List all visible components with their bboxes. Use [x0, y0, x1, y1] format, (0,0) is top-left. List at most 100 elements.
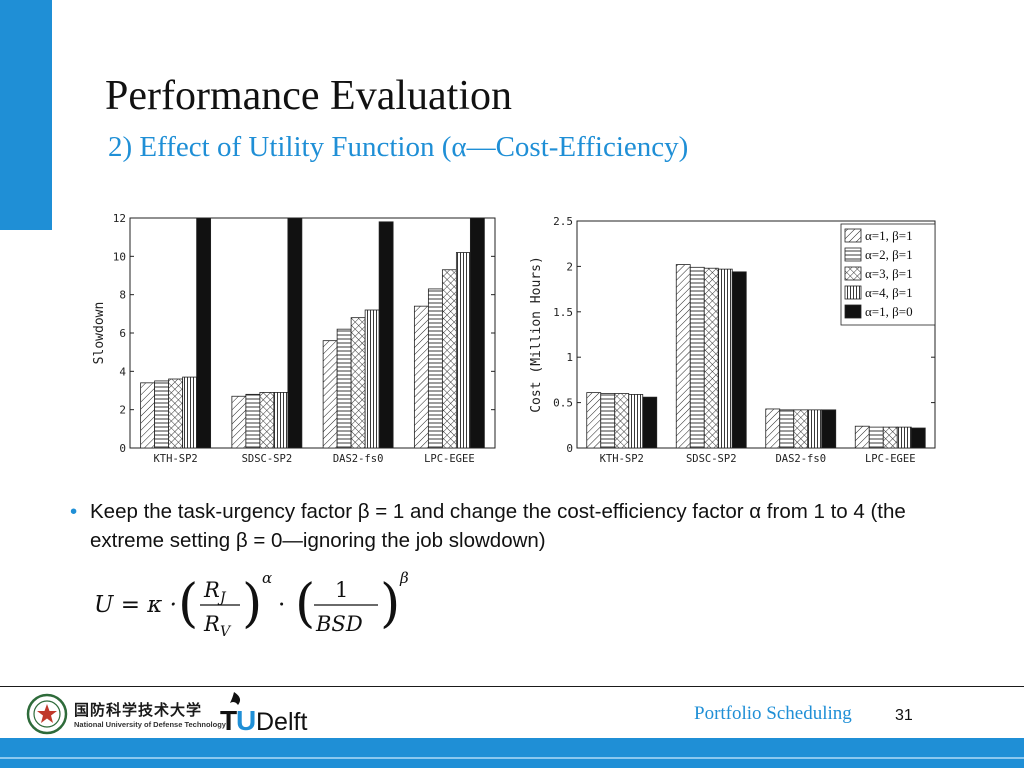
bar [703, 267, 719, 449]
cost-chart: 0 0.5 1 1.5 2 2.5 Cost (Million Hours) KTH-SP2 S… [529, 215, 936, 465]
y-tick-label: 1 [566, 351, 573, 364]
y-tick-label: 2 [119, 404, 126, 417]
bar [896, 426, 912, 449]
bar [245, 393, 261, 449]
slide-subtitle: 2) Effect of Utility Function (α—Cost-Ef… [108, 131, 689, 163]
bar [765, 408, 781, 449]
bar [628, 394, 644, 449]
bar [168, 378, 184, 449]
x-tick-label: DAS2-fs0 [775, 453, 826, 465]
bar [675, 264, 691, 449]
x-tick-label: SDSC-SP2 [242, 453, 293, 465]
y-tick-label: 2 [566, 260, 573, 273]
bar [182, 376, 198, 449]
slide-title: Performance Evaluation [105, 73, 512, 119]
bullet-text: Keep the task-urgency factor β = 1 and c… [90, 500, 906, 552]
slowdown-chart: 0 2 4 6 8 10 12 Slowdown KTH-SP2 SDSC-SP2 DAS2-fs0… [92, 212, 496, 465]
bar [793, 409, 809, 449]
x-tick-label: DAS2-fs0 [333, 453, 384, 465]
y-tick-label: 10 [113, 250, 126, 263]
formula-paren-open-1: ( [178, 574, 198, 634]
y-tick-label: 4 [119, 365, 126, 378]
bar [455, 252, 471, 449]
formula-frac1-den: R [203, 612, 220, 636]
y-tick-label: 0.5 [553, 397, 573, 410]
accent-bar [0, 0, 52, 230]
bar [322, 340, 338, 449]
x-tick-label: LPC-EGEE [424, 453, 475, 465]
bar [364, 309, 380, 449]
bar [273, 392, 289, 449]
legend-swatch [844, 266, 862, 281]
formula-exp2: β [399, 569, 409, 587]
bar [614, 393, 630, 449]
legend-swatch [844, 304, 862, 319]
legend-label: α=4, β=1 [865, 285, 913, 300]
legend-swatch [844, 247, 862, 262]
formula-dot: · [278, 592, 285, 618]
bar [807, 409, 823, 449]
nudt-logo-chinese: 国防科学技术大学 [74, 701, 203, 719]
formula-paren-open-2: ( [295, 574, 315, 634]
y-tick-label: 0 [566, 442, 573, 455]
formula-exp1: α [262, 569, 272, 587]
bar [689, 266, 705, 449]
bar [821, 409, 837, 449]
bar [287, 217, 303, 449]
bar [154, 380, 170, 449]
footer-band-stripe [0, 757, 1024, 759]
bar [868, 426, 884, 449]
x-tick-label: KTH-SP2 [153, 453, 197, 465]
formula-frac1-num: R [203, 578, 220, 602]
tudelft-logo-u: U [236, 705, 256, 734]
bar [731, 271, 747, 449]
y-tick-label: 8 [119, 289, 126, 302]
y-tick-label: 1.5 [553, 306, 573, 319]
formula-frac2-den: BSD [315, 612, 363, 636]
bar [378, 221, 394, 449]
tudelft-logo-t: T [220, 705, 237, 734]
bar [350, 317, 366, 449]
footer-presentation-title: Portfolio Scheduling [694, 703, 852, 724]
x-tick-label: LPC-EGEE [865, 453, 916, 465]
y-axis-label: Cost (Million Hours) [529, 256, 544, 413]
tudelft-logo-rest: Delft [256, 708, 307, 734]
legend-label: α=1, β=1 [865, 228, 913, 243]
bar [427, 288, 443, 449]
nudt-emblem-icon [26, 693, 68, 735]
bar [779, 409, 795, 449]
legend-label: α=1, β=0 [865, 304, 913, 319]
bar [259, 392, 275, 449]
footer-band [0, 738, 1024, 768]
formula-frac1-den-sub: V [220, 624, 232, 640]
bar [910, 427, 926, 449]
footer-divider [0, 686, 1024, 687]
bar [336, 328, 352, 449]
legend-label: α=3, β=1 [865, 266, 913, 281]
bar [413, 305, 429, 449]
bar [854, 425, 870, 449]
bar [140, 382, 156, 449]
x-tick-label: KTH-SP2 [600, 453, 644, 465]
nudt-logo-english: National University of Defense Technolog… [74, 720, 226, 729]
y-tick-label: 12 [113, 212, 126, 225]
y-axis-label: Slowdown [92, 302, 107, 365]
formula-lhs: U = κ · [94, 592, 177, 618]
y-tick-label: 6 [119, 327, 126, 340]
bullet-dot: • [70, 500, 78, 523]
tudelft-logo: T U Delft [220, 692, 307, 734]
bar [642, 396, 658, 449]
page-number: 31 [895, 707, 913, 724]
bar [196, 217, 212, 449]
legend-swatch [844, 285, 862, 300]
plot-frame [576, 220, 936, 449]
bar [469, 217, 485, 449]
y-tick-label: 0 [119, 442, 126, 455]
bar [717, 268, 733, 449]
formula-frac2-num: 1 [335, 578, 348, 602]
bar [441, 269, 457, 449]
bar [600, 393, 616, 449]
tudelft-flame-icon [230, 692, 241, 705]
legend-label: α=2, β=1 [865, 247, 913, 262]
legend-swatch [844, 228, 862, 243]
